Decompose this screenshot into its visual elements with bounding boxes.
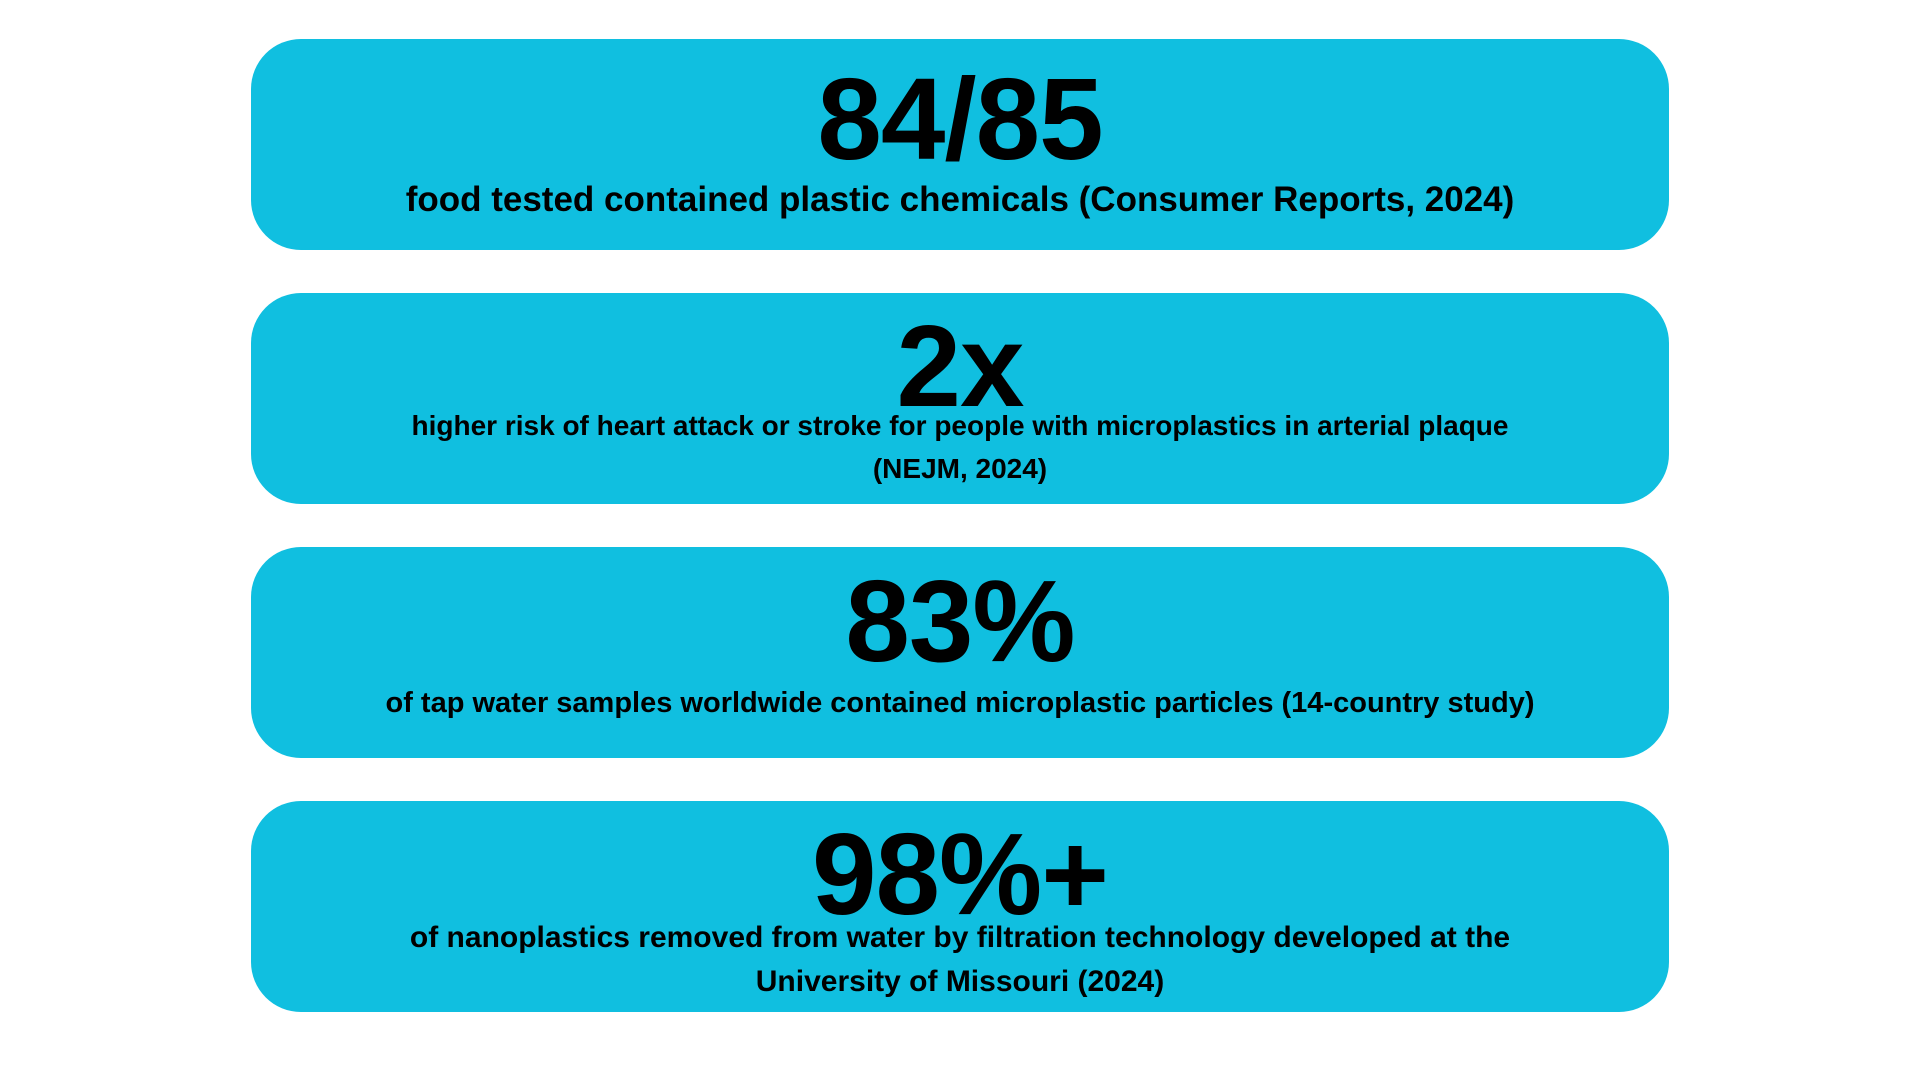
stat-card-heart-risk: 2x higher risk of heart attack or stroke… bbox=[251, 293, 1669, 504]
stat-description-line: of tap water samples worldwide contained… bbox=[385, 687, 1535, 719]
stat-card-food-chemicals: 84/85 food tested contained plastic chem… bbox=[251, 39, 1669, 250]
stat-value: 83% bbox=[845, 556, 1075, 686]
stat-description: higher risk of heart attack or stroke fo… bbox=[311, 412, 1609, 483]
stat-value: 84/85 bbox=[817, 54, 1103, 184]
stat-source-line: (NEJM, 2024) bbox=[872, 453, 1048, 484]
stat-value: 2x bbox=[896, 301, 1024, 431]
stat-source-line: University of Missouri (2024) bbox=[755, 965, 1165, 998]
stat-value: 98%+ bbox=[812, 809, 1109, 939]
stat-card-nanoplastic-filtration: 98%+ of nanoplastics removed from water … bbox=[251, 801, 1669, 1012]
stat-card-tap-water: 83% of tap water samples worldwide conta… bbox=[251, 547, 1669, 758]
stat-description-line: higher risk of heart attack or stroke fo… bbox=[411, 410, 1509, 441]
stat-description: of nanoplastics removed from water by fi… bbox=[311, 923, 1609, 997]
stat-description: food tested contained plastic chemicals … bbox=[311, 182, 1609, 217]
stat-description: of tap water samples worldwide contained… bbox=[311, 689, 1609, 718]
stat-description-line: of nanoplastics removed from water by fi… bbox=[409, 921, 1511, 954]
stat-description-line: food tested contained plastic chemicals … bbox=[405, 180, 1515, 219]
